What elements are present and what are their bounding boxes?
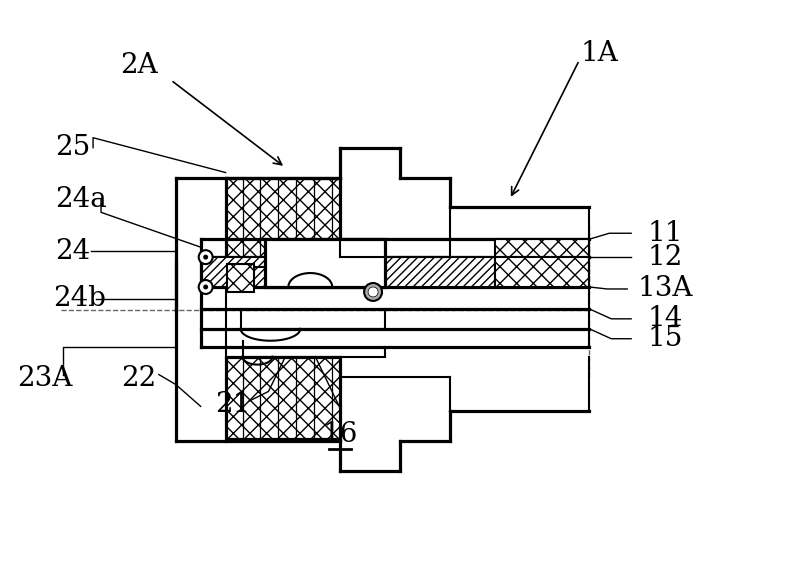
Text: 1A: 1A	[581, 40, 619, 67]
Text: 13A: 13A	[638, 276, 693, 302]
Bar	[226, 357, 340, 439]
Text: 23A: 23A	[17, 365, 73, 392]
Text: 14: 14	[647, 305, 683, 332]
Bar	[495, 257, 589, 287]
Circle shape	[364, 283, 382, 301]
Text: 12: 12	[647, 244, 683, 270]
Text: 22: 22	[122, 365, 156, 392]
Bar	[226, 177, 340, 262]
Text: 24a: 24a	[55, 186, 107, 213]
Text: 24: 24	[55, 238, 91, 265]
Text: 25: 25	[55, 134, 91, 161]
Text: 2A: 2A	[120, 52, 158, 79]
Text: 24b: 24b	[53, 285, 106, 312]
Text: 21: 21	[215, 391, 250, 418]
Circle shape	[199, 280, 213, 294]
Circle shape	[368, 287, 378, 297]
Text: 15: 15	[647, 325, 683, 352]
Text: 16: 16	[322, 421, 358, 448]
Bar	[201, 257, 495, 287]
Circle shape	[203, 285, 208, 290]
Circle shape	[203, 255, 208, 260]
Bar	[265, 239, 385, 287]
Text: 11: 11	[647, 220, 683, 247]
Bar	[227, 264, 254, 292]
Bar	[495, 239, 589, 257]
Circle shape	[199, 250, 213, 264]
